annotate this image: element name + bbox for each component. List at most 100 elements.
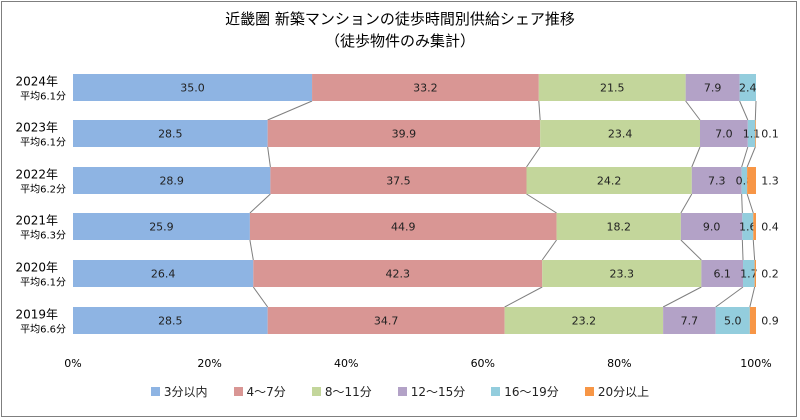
legend-label: 12～15分 [410, 385, 466, 399]
legend-swatch [233, 387, 243, 396]
data-label: 37.5 [386, 175, 411, 188]
x-tick-label: 20% [197, 357, 221, 370]
series-connector-line [526, 146, 541, 168]
legend-item: 8～11分 [311, 383, 372, 400]
legend-swatch [311, 387, 321, 396]
bar-segment [755, 120, 756, 147]
data-label: 23.3 [610, 268, 635, 281]
data-label: 1.7 [740, 268, 758, 281]
category-label-average: 平均6.2分 [20, 184, 66, 196]
data-label: 28.5 [158, 128, 183, 141]
bar-segment [526, 167, 692, 194]
bar-segment [739, 74, 756, 101]
legend-label: 20分以上 [597, 385, 650, 399]
data-label: 0.2 [761, 268, 779, 281]
x-tick-label: 80% [607, 357, 631, 370]
series-connector-line [538, 100, 541, 121]
bar-segment [253, 260, 543, 287]
data-label: 7.3 [708, 175, 726, 188]
bar-segment [504, 307, 664, 334]
x-tick-label: 0% [64, 357, 81, 370]
category-label-average: 平均6.6分 [20, 324, 66, 336]
series-connector-line [754, 100, 757, 121]
data-label: 7.9 [704, 82, 722, 95]
data-label: 24.2 [597, 175, 622, 188]
x-tick-label: 40% [334, 357, 358, 370]
legend-swatch [584, 387, 594, 396]
legend-item: 12～15分 [397, 383, 466, 400]
x-tick-label: 100% [740, 357, 771, 370]
bar-segment [540, 120, 700, 147]
chart-title: 近畿圏 新築マンションの徒歩時間別供給シェア推移 [225, 10, 575, 28]
series-connector-line [715, 286, 744, 308]
bar-segment [715, 307, 750, 334]
legend-label: 8～11分 [324, 385, 372, 399]
series-connector-line [680, 239, 702, 261]
data-label: 39.9 [392, 128, 417, 141]
data-label: 34.7 [374, 315, 399, 328]
data-label: 9.0 [703, 221, 721, 234]
legend-label: 16～19分 [504, 385, 559, 399]
category-label-year: 2022年 [15, 168, 58, 182]
legend-label: 3分以内 [163, 385, 208, 399]
data-label: 28.5 [158, 315, 183, 328]
data-label: 1.1 [743, 128, 761, 141]
category-label-average: 平均6.1分 [20, 277, 66, 289]
series-connector-line [685, 100, 701, 121]
data-label: 23.4 [608, 128, 633, 141]
bar-segment [249, 213, 557, 240]
bar-segment [685, 74, 740, 101]
bar-segment [742, 213, 754, 240]
bar-segment [699, 120, 748, 147]
series-connector-line [752, 239, 756, 261]
data-label: 1.6 [739, 221, 757, 234]
data-label: 7.0 [715, 128, 733, 141]
category-label-year: 2021年 [15, 214, 58, 228]
series-connector-line [691, 146, 701, 168]
legend-swatch [150, 387, 160, 396]
bar-segment [73, 74, 313, 101]
data-label: 0.1 [761, 128, 779, 141]
category-label-year: 2024年 [15, 75, 58, 89]
bar-segment [556, 213, 681, 240]
series-connector-line [249, 239, 254, 261]
data-label: 7.7 [681, 315, 699, 328]
data-label: 0.9 [761, 315, 779, 328]
data-label: 28.9 [159, 175, 184, 188]
data-label: 44.9 [391, 221, 416, 234]
bar-segment [312, 74, 539, 101]
series-connector-line [680, 193, 693, 214]
category-label-year: 2023年 [15, 121, 58, 135]
series-connector-line [739, 100, 749, 121]
bar-segment [747, 120, 756, 147]
category-label-year: 2020年 [15, 261, 58, 275]
data-label: 25.9 [149, 221, 174, 234]
x-tick-label: 60% [471, 357, 495, 370]
series-connector-line [252, 286, 269, 308]
bar-segment [73, 260, 254, 287]
bar-segment [73, 307, 268, 334]
series-connector-line [267, 146, 271, 168]
bar-segment [743, 260, 755, 287]
bar-segment [749, 307, 756, 334]
data-label: 21.5 [600, 82, 625, 95]
data-label: 33.2 [413, 82, 438, 95]
series-connector-line [746, 146, 756, 168]
chart-legend: 3分以内 4～7分 8～11分 12～15分 16～19分 20分以上 [0, 383, 800, 400]
bar-segment [73, 120, 268, 147]
data-label: 18.2 [606, 221, 631, 234]
legend-swatch [491, 387, 501, 396]
series-connector-line [504, 286, 543, 308]
series-connector-line [526, 193, 557, 214]
bar-segment [747, 167, 756, 194]
category-label-average: 平均6.1分 [20, 91, 66, 103]
series-connector-line [249, 193, 271, 214]
bar-segment [267, 307, 505, 334]
bar-segment [741, 167, 748, 194]
series-connector-line [741, 146, 749, 168]
series-connector-line [741, 239, 744, 261]
legend-item: 20分以上 [584, 383, 650, 400]
chart-subtitle: （徒歩物件のみ集計） [324, 32, 475, 50]
